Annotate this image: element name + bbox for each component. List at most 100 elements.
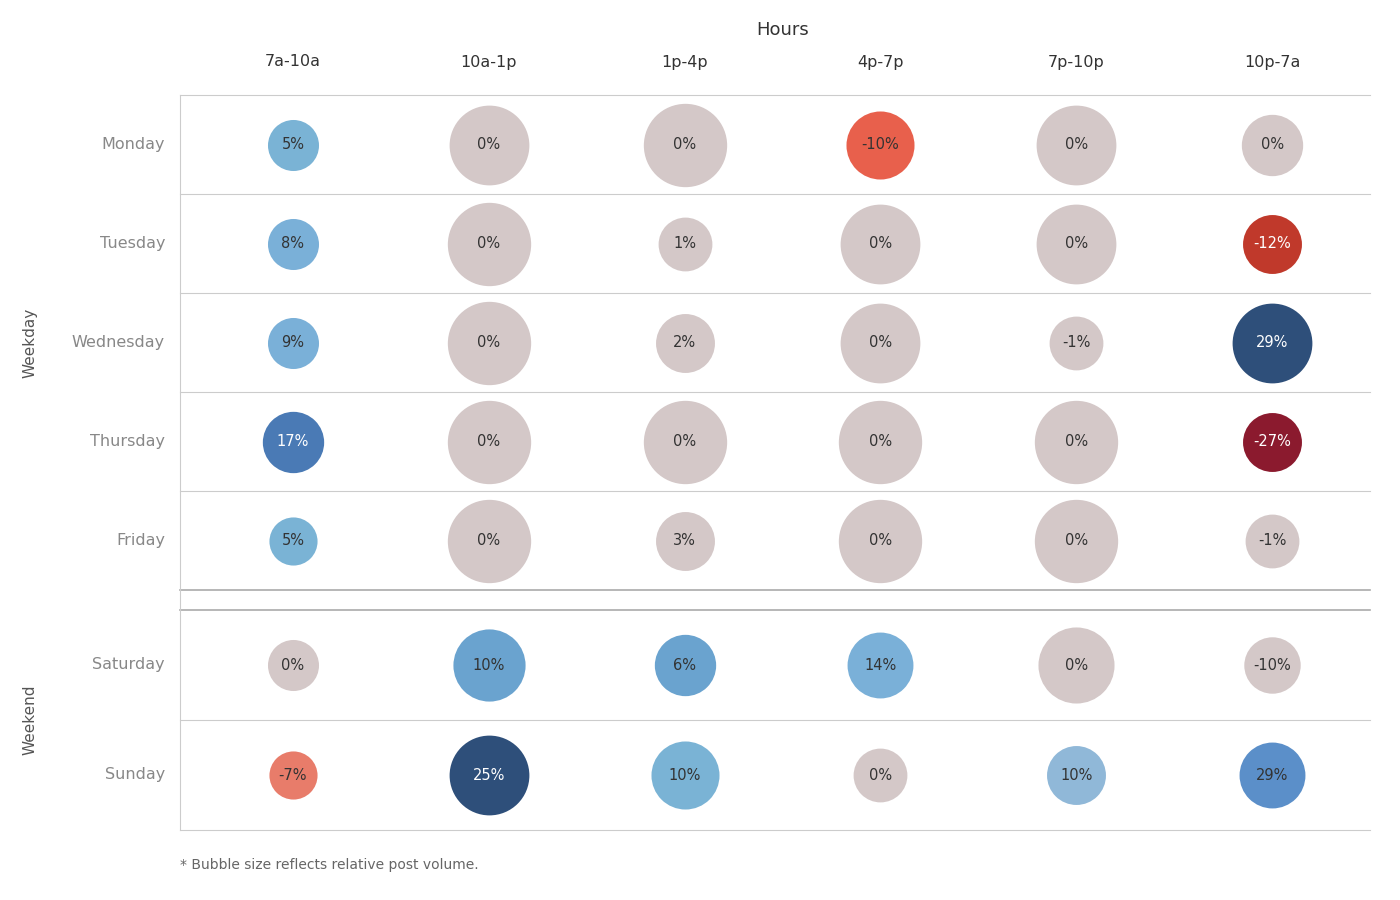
Point	[281, 138, 304, 152]
Text: 7p-10p: 7p-10p	[1047, 55, 1105, 69]
Text: -27%: -27%	[1253, 434, 1291, 449]
Text: 0%: 0%	[869, 768, 892, 782]
Text: 0%: 0%	[1064, 533, 1088, 548]
Point	[673, 534, 696, 548]
Point	[673, 768, 696, 782]
Point	[281, 534, 304, 548]
Point	[1261, 138, 1284, 152]
Text: * Bubble size reflects relative post volume.: * Bubble size reflects relative post vol…	[181, 858, 479, 872]
Point	[673, 237, 696, 251]
Point	[477, 435, 500, 449]
Point	[1065, 138, 1088, 152]
Text: 0%: 0%	[477, 137, 500, 152]
Text: 5%: 5%	[281, 137, 304, 152]
Point	[281, 435, 304, 449]
Point	[477, 336, 500, 350]
Text: 0%: 0%	[477, 533, 500, 548]
Text: -10%: -10%	[1253, 658, 1291, 672]
Text: 0%: 0%	[869, 533, 892, 548]
Text: Tuesday: Tuesday	[99, 236, 165, 251]
Point	[869, 534, 892, 548]
Text: 0%: 0%	[869, 236, 892, 251]
Text: 5%: 5%	[281, 533, 304, 548]
Point	[1065, 336, 1088, 350]
Text: 0%: 0%	[477, 236, 500, 251]
Text: 2%: 2%	[673, 335, 696, 350]
Point	[1261, 534, 1284, 548]
Point	[281, 768, 304, 782]
Text: -7%: -7%	[279, 768, 307, 782]
Point	[1065, 658, 1088, 672]
Point	[477, 237, 500, 251]
Point	[869, 138, 892, 152]
Text: 29%: 29%	[1256, 768, 1288, 782]
Text: 7a-10a: 7a-10a	[265, 55, 321, 69]
Point	[477, 658, 500, 672]
Text: -1%: -1%	[1063, 335, 1091, 350]
Text: 0%: 0%	[869, 434, 892, 449]
Text: 0%: 0%	[1064, 658, 1088, 672]
Point	[281, 336, 304, 350]
Text: 6%: 6%	[673, 658, 696, 672]
Text: 25%: 25%	[473, 768, 505, 782]
Point	[1065, 534, 1088, 548]
Text: Friday: Friday	[116, 533, 165, 548]
Text: 0%: 0%	[673, 434, 696, 449]
Text: 10%: 10%	[668, 768, 701, 782]
Text: 9%: 9%	[281, 335, 304, 350]
Text: 10a-1p: 10a-1p	[461, 55, 517, 69]
Point	[869, 658, 892, 672]
Text: Hours: Hours	[756, 21, 809, 39]
Point	[869, 435, 892, 449]
Text: 1p-4p: 1p-4p	[661, 55, 708, 69]
Text: -1%: -1%	[1257, 533, 1287, 548]
Point	[1065, 237, 1088, 251]
Text: 0%: 0%	[1064, 236, 1088, 251]
Point	[673, 658, 696, 672]
Point	[281, 658, 304, 672]
Point	[281, 237, 304, 251]
Text: 0%: 0%	[1260, 137, 1284, 152]
Point	[477, 768, 500, 782]
Text: Saturday: Saturday	[92, 658, 165, 672]
Point	[1261, 658, 1284, 672]
Point	[1065, 768, 1088, 782]
Text: 0%: 0%	[281, 658, 304, 672]
Text: 4p-7p: 4p-7p	[857, 55, 903, 69]
Text: 14%: 14%	[864, 658, 896, 672]
Text: 10p-7a: 10p-7a	[1243, 55, 1301, 69]
Text: Wednesday: Wednesday	[71, 335, 165, 350]
Point	[1261, 435, 1284, 449]
Text: Weekend: Weekend	[22, 685, 38, 755]
Point	[869, 237, 892, 251]
Text: 0%: 0%	[673, 137, 696, 152]
Text: -12%: -12%	[1253, 236, 1291, 251]
Text: 17%: 17%	[277, 434, 309, 449]
Text: Weekday: Weekday	[22, 308, 38, 378]
Text: 0%: 0%	[869, 335, 892, 350]
Text: 29%: 29%	[1256, 335, 1288, 350]
Text: 0%: 0%	[477, 434, 500, 449]
Point	[673, 435, 696, 449]
Text: 1%: 1%	[673, 236, 696, 251]
Point	[869, 336, 892, 350]
Text: Sunday: Sunday	[105, 768, 165, 782]
Text: -10%: -10%	[861, 137, 899, 152]
Point	[1065, 435, 1088, 449]
Text: 0%: 0%	[1064, 137, 1088, 152]
Text: 3%: 3%	[673, 533, 696, 548]
Point	[869, 768, 892, 782]
Point	[673, 138, 696, 152]
Point	[477, 138, 500, 152]
Point	[1261, 237, 1284, 251]
Text: 10%: 10%	[473, 658, 505, 672]
Text: 0%: 0%	[1064, 434, 1088, 449]
Text: 0%: 0%	[477, 335, 500, 350]
Text: 10%: 10%	[1060, 768, 1092, 782]
Point	[477, 534, 500, 548]
Point	[1261, 768, 1284, 782]
Point	[1261, 336, 1284, 350]
Text: 8%: 8%	[281, 236, 304, 251]
Text: Monday: Monday	[101, 137, 165, 152]
Text: Thursday: Thursday	[90, 434, 165, 449]
